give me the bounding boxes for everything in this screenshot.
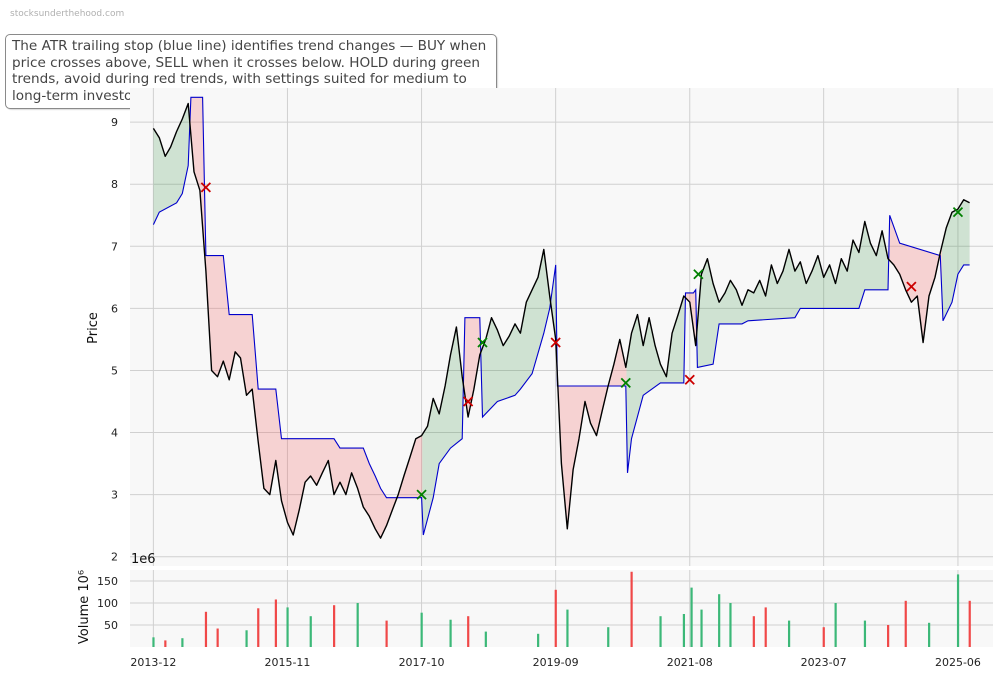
x-tick-label: 2023-07 <box>801 656 847 669</box>
x-tick-label: 2021-08 <box>667 656 713 669</box>
volume-bars <box>152 571 971 647</box>
sell-marker-stroke <box>550 337 561 348</box>
volume-bar <box>787 620 791 647</box>
volume-bar <box>834 603 837 647</box>
sell-marker <box>462 396 474 407</box>
price-axis-label: Price <box>86 312 101 344</box>
volume-bar <box>245 630 248 647</box>
downtrend-fill <box>684 289 697 346</box>
downtrend-fill <box>463 317 482 417</box>
volume-bar <box>887 625 890 647</box>
buy-marker <box>620 377 631 389</box>
volume-bar <box>204 611 208 647</box>
price-line <box>152 102 970 539</box>
uptrend-fill <box>422 327 464 535</box>
buy-marker-stroke <box>620 377 631 389</box>
volume-bar <box>554 589 557 647</box>
sell-marker <box>684 374 695 385</box>
volume-bar <box>904 600 907 647</box>
volume-bar <box>467 616 470 647</box>
volume-bar <box>164 640 167 647</box>
price-panel-background <box>130 88 993 566</box>
watermark-text: stocksunderthehood.com <box>10 9 125 19</box>
price-tick-label: 9 <box>111 116 118 129</box>
volume-tick-label: 50 <box>104 619 118 632</box>
volume-bar <box>216 628 219 647</box>
price-lines <box>152 96 970 539</box>
buy-marker <box>952 207 964 218</box>
buy-marker-stroke <box>693 269 704 280</box>
volume-bar <box>630 571 633 647</box>
volume-bar <box>718 594 721 647</box>
volume-bar <box>863 620 867 647</box>
volume-bar <box>659 616 662 647</box>
buy-marker <box>693 269 704 280</box>
x-tick-label: 2015-11 <box>264 656 310 669</box>
volume-bar <box>385 620 388 647</box>
volume-bar <box>286 607 289 647</box>
uptrend-fill <box>696 221 889 368</box>
uptrend-fill <box>942 199 970 321</box>
volume-bar <box>181 638 184 647</box>
buy-marker <box>477 337 488 348</box>
volume-bar <box>956 574 960 647</box>
sell-marker <box>200 182 211 193</box>
volume-bar <box>700 609 703 647</box>
volume-bar <box>309 616 312 647</box>
volume-bar <box>356 603 359 647</box>
price-tick-label: 7 <box>111 240 118 253</box>
volume-offset-label: 1e6 <box>131 552 156 567</box>
volume-bar <box>682 614 686 647</box>
sell-marker-stroke <box>684 374 695 385</box>
volume-bar <box>484 631 487 647</box>
uptrend-fill <box>481 249 557 417</box>
x-tick-label: 2019-09 <box>533 656 579 669</box>
x-tick-label: 2017-10 <box>399 656 445 669</box>
volume-bar <box>274 599 277 647</box>
volume-bar <box>729 603 732 647</box>
x-tick-label: 2013-12 <box>130 656 176 669</box>
atr-stop-line <box>152 96 970 536</box>
volume-bar <box>152 637 155 647</box>
price-tick-label: 8 <box>111 178 118 191</box>
volume-bar <box>928 622 931 647</box>
signal-markers <box>200 182 964 500</box>
price-tick-label: 4 <box>111 427 118 440</box>
volume-bar <box>333 605 336 647</box>
buy-marker-stroke <box>477 337 488 348</box>
price-tick-label: 6 <box>111 302 118 315</box>
axis-ticks: 2 3 4 5 6 7 8 9 50 100 150 2013-12 2015-11 2017-10 201… <box>97 116 981 669</box>
uptrend-fill <box>153 103 190 225</box>
sell-marker <box>550 337 561 348</box>
volume-bar <box>690 587 693 647</box>
price-tick-label: 3 <box>111 489 118 502</box>
volume-panel-background <box>130 570 993 647</box>
downtrend-fill <box>888 215 942 343</box>
sell-marker <box>906 281 917 292</box>
x-tick-label: 2025-06 <box>935 656 981 669</box>
volume-bar <box>420 612 423 647</box>
sell-marker-stroke <box>462 396 474 407</box>
buy-marker <box>416 489 427 500</box>
volume-bar <box>449 619 452 647</box>
volume-tick-label: 150 <box>97 575 118 588</box>
buy-marker-stroke <box>952 207 964 218</box>
volume-bar <box>822 627 825 647</box>
buy-marker-stroke <box>416 489 427 500</box>
price-tick-label: 2 <box>111 551 118 564</box>
volume-bar <box>752 616 755 647</box>
volume-bar <box>607 627 610 647</box>
volume-axis-label: Volume 10⁶ <box>77 570 92 644</box>
volume-tick-label: 100 <box>97 597 118 610</box>
sell-marker-stroke <box>200 182 211 193</box>
price-tick-label: 5 <box>111 364 118 377</box>
uptrend-fill <box>626 296 685 473</box>
volume-bar <box>764 607 767 647</box>
volume-bar <box>257 608 260 647</box>
sell-marker-stroke <box>906 281 917 292</box>
volume-bar <box>566 609 569 647</box>
volume-bar <box>968 600 971 647</box>
volume-bar <box>537 633 540 647</box>
